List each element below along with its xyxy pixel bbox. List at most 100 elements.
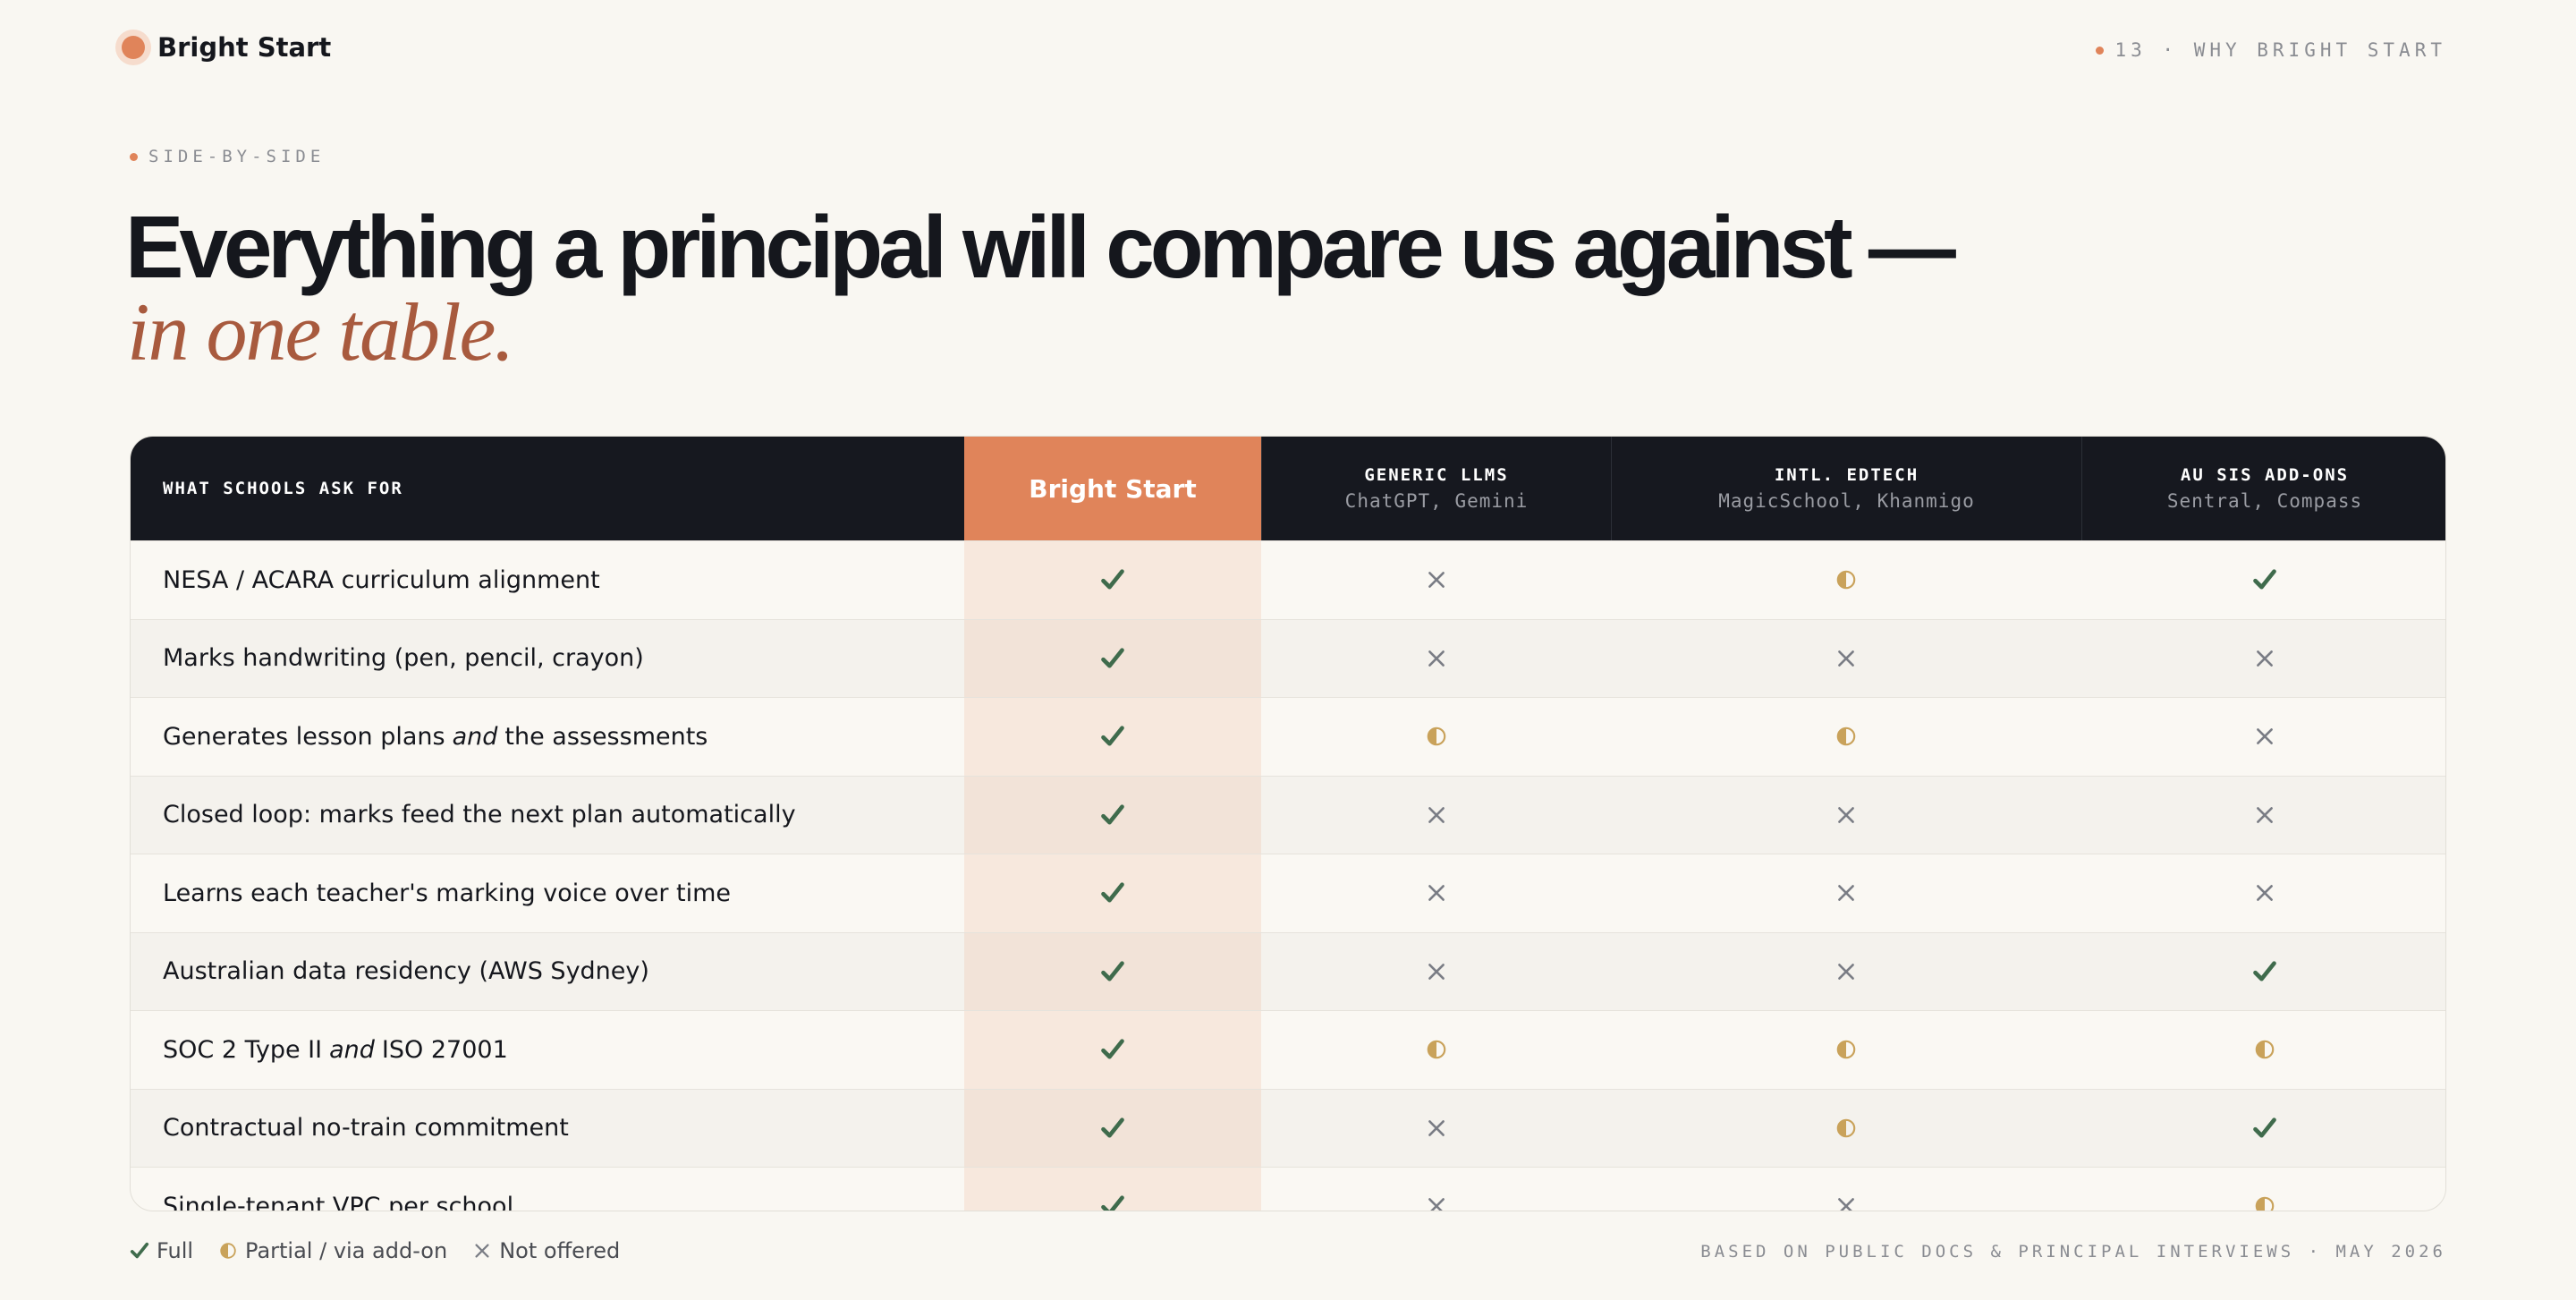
icon-full [2252, 569, 2276, 590]
status-cell [2081, 1011, 2445, 1089]
header-title: GENERIC LLMS [1364, 465, 1509, 485]
feature-text: Learns each teacher's marking voice over… [163, 879, 732, 907]
icon-none [1428, 1119, 1445, 1136]
table-row: Closed loop: marks feed the next plan au… [131, 775, 2445, 854]
table-row: Learns each teacher's marking voice over… [131, 854, 2445, 932]
table-row: Marks handwriting (pen, pencil, crayon) [131, 618, 2445, 698]
icon-none [1838, 963, 1854, 980]
status-cell [2081, 933, 2445, 1011]
header-title: AU SIS ADD-ONS [2180, 465, 2350, 485]
header-subtitle: ChatGPT, Gemini [1344, 490, 1529, 512]
icon-full [2252, 1117, 2276, 1138]
icon-partial [1427, 1040, 1445, 1059]
icon-none [1428, 885, 1445, 902]
status-cell [1611, 698, 2081, 776]
icon-full [130, 1242, 149, 1259]
status-cell [1611, 541, 2081, 619]
legend-item: Partial / via add-on [218, 1238, 447, 1263]
feature-cell: Marks handwriting (pen, pencil, crayon) [131, 620, 964, 698]
icon-partial [1427, 726, 1445, 746]
icon-none [1428, 806, 1445, 823]
comparison-table: WHAT SCHOOLS ASK FOR Bright Start GENERIC … [130, 436, 2446, 1211]
feature-text: Generates lesson plans [163, 722, 445, 751]
status-cell [964, 932, 1261, 1010]
bullet [130, 152, 138, 161]
header-cell: Bright Start [964, 437, 1261, 540]
status-cell [1261, 698, 1611, 776]
status-cell [1261, 933, 1611, 1011]
icon-none [1428, 963, 1445, 980]
header-cell: INTL. EDTECH MagicSchool, Khanmigo [1611, 437, 2081, 540]
icon-none [1428, 572, 1445, 589]
feature-text: Contractual no-train commitment [163, 1114, 569, 1143]
status-cell [2081, 777, 2445, 854]
icon-none [2256, 728, 2273, 745]
icon-none [1838, 650, 1854, 667]
legend-item: Full [130, 1238, 193, 1263]
status-cell [964, 1011, 1261, 1089]
status-cell [2081, 854, 2445, 932]
legend-label: Not offered [499, 1238, 621, 1263]
icon-full [1101, 804, 1124, 825]
feature-text: the assessments [504, 722, 708, 751]
icon-none [475, 1244, 489, 1258]
status-cell [1611, 620, 2081, 698]
status-cell [1611, 933, 2081, 1011]
icon-none [2256, 650, 2273, 667]
status-cell [1261, 777, 1611, 854]
icon-partial [1836, 726, 1856, 746]
icon-full [1101, 1195, 1124, 1211]
status-cell [964, 854, 1261, 932]
status-cell [1261, 1011, 1611, 1089]
eyebrow-text: SIDE-BY-SIDE [148, 147, 326, 166]
bullet [2096, 46, 2105, 55]
status-cell [2081, 698, 2445, 776]
status-cell [1261, 1090, 1611, 1168]
icon-partial [1836, 1118, 1856, 1138]
status-cell [1611, 1090, 2081, 1168]
icon-none [1838, 885, 1854, 902]
legend-label: Full [157, 1238, 194, 1263]
status-cell [1611, 1011, 2081, 1089]
header-title: INTL. EDTECH [1774, 465, 1919, 485]
feature-cell: Learns each teacher's marking voice over… [131, 854, 964, 932]
status-cell [1611, 1168, 2081, 1211]
eyebrow: SIDE-BY-SIDE [130, 147, 325, 166]
page-label: 13 · WHY BRIGHT START [2096, 39, 2446, 61]
status-cell [2081, 541, 2445, 619]
status-cell [2081, 620, 2445, 698]
title-line: Everything a principal will compare us a… [125, 198, 1956, 296]
status-cell [964, 698, 1261, 776]
header-subtitle: Sentral, Compass [2166, 490, 2363, 512]
status-cell [1261, 620, 1611, 698]
feature-cell: Closed loop: marks feed the next plan au… [131, 777, 964, 854]
table-row: NESA / ACARA curriculum alignment [131, 540, 2445, 619]
icon-none [1838, 806, 1854, 823]
header-cell: AU SIS ADD-ONS Sentral, Compass [2081, 437, 2445, 540]
status-cell [2081, 1168, 2445, 1211]
icon-full [1101, 648, 1124, 668]
footnote: BASED ON PUBLIC DOCS & PRINCIPAL INTERVI… [1700, 1242, 2446, 1262]
icon-full [1101, 1117, 1124, 1138]
table-row: Australian data residency (AWS Sydney) [131, 931, 2445, 1011]
legend-label: Partial / via add-on [245, 1238, 448, 1263]
table-row: Contractual no-train commitment [131, 1088, 2445, 1168]
header-cell: GENERIC LLMS ChatGPT, Gemini [1261, 437, 1611, 540]
status-cell [2081, 1090, 2445, 1168]
brand-name: Bright Start [157, 32, 332, 63]
icon-partial [1836, 1040, 1856, 1059]
icon-none [1838, 1198, 1854, 1211]
page-label-text: 13 · WHY BRIGHT START [2114, 39, 2446, 61]
legend-item: Not offered [472, 1238, 620, 1263]
icon-none [1428, 650, 1445, 667]
feature-cell: Contractual no-train commitment [131, 1090, 964, 1168]
legend: Full Partial / via add-on Not offered [130, 1238, 620, 1263]
status-cell [1611, 854, 2081, 932]
title-line: in one table. [127, 286, 514, 378]
feature-cell: Single-tenant VPC per school [131, 1168, 964, 1211]
feature-text: and [329, 1035, 375, 1064]
feature-cell: SOC 2 Type II and ISO 27001 [131, 1011, 964, 1089]
icon-partial [2255, 1196, 2274, 1211]
table-body: NESA / ACARA curriculum alignment Marks h… [131, 540, 2445, 1211]
icon-full [1101, 726, 1124, 746]
